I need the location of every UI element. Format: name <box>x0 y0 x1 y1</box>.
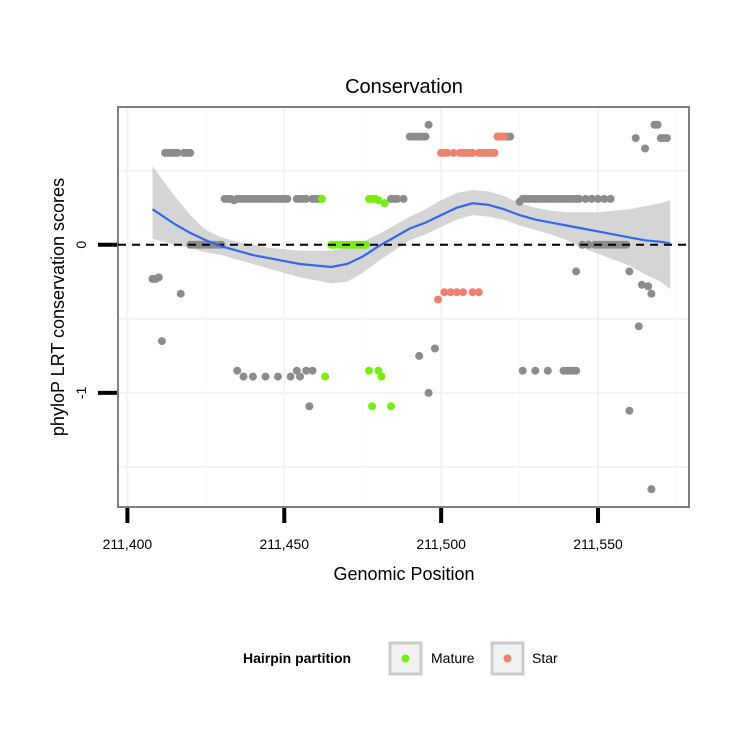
plot-border <box>117 106 690 508</box>
data-point-other <box>292 366 301 375</box>
data-point-other <box>157 337 166 346</box>
data-point-other <box>581 194 590 203</box>
plot-panel <box>117 106 690 508</box>
smooth-line <box>151 202 671 269</box>
data-point-star <box>446 288 455 297</box>
data-point-other <box>663 134 671 143</box>
data-point-mature <box>387 402 395 411</box>
x-tick-label: 211,500 <box>416 536 466 552</box>
data-point-mature <box>365 366 373 375</box>
data-point-other <box>584 240 593 249</box>
x-axis-label: Genomic Position <box>333 564 474 584</box>
data-point-star <box>499 132 508 141</box>
data-point-other <box>543 366 552 375</box>
legend-title: Hairpin partition <box>243 650 351 666</box>
data-point-mature <box>374 366 383 375</box>
points-layer <box>148 120 671 494</box>
data-point-other <box>424 388 433 397</box>
data-point-other <box>647 289 656 298</box>
data-point-other <box>531 366 540 375</box>
data-point-other <box>286 372 295 381</box>
data-point-other <box>600 194 609 203</box>
data-point-other <box>233 366 242 375</box>
data-point-other <box>274 372 282 381</box>
legend-label-star: Star <box>532 650 558 666</box>
data-point-star <box>434 295 442 304</box>
data-point-star <box>474 288 483 297</box>
data-point-other <box>587 194 596 203</box>
x-tick-label: 211,450 <box>259 536 309 552</box>
data-point-star <box>459 288 468 297</box>
data-point-other <box>424 120 433 129</box>
data-point-other <box>421 132 430 141</box>
y-tick-label: -1 <box>73 386 89 399</box>
legend-marker-star <box>503 654 512 663</box>
data-point-other <box>302 194 311 203</box>
data-point-other <box>625 267 634 276</box>
data-point-star <box>468 148 477 157</box>
data-point-star <box>490 148 499 157</box>
data-point-mature <box>380 199 389 208</box>
data-point-other <box>637 280 646 289</box>
data-point-other <box>308 366 317 375</box>
data-point-other <box>305 402 314 411</box>
data-point-other <box>506 132 515 141</box>
y-axis-label: phyloP LRT conservation scores <box>48 178 68 436</box>
data-point-other <box>186 148 195 157</box>
data-point-star <box>443 148 452 157</box>
data-point-star <box>452 288 461 297</box>
chart-title: Conservation <box>345 76 463 98</box>
data-point-mature <box>377 372 386 381</box>
data-point-mature <box>361 240 370 249</box>
data-point-other <box>415 351 424 360</box>
x-tick-label: 211,400 <box>103 536 153 552</box>
data-point-mature <box>321 372 330 381</box>
y-tick-label: 0 <box>73 241 89 249</box>
data-point-other <box>283 194 292 203</box>
data-point-other <box>631 134 640 143</box>
data-point-other <box>239 372 248 381</box>
data-point-other <box>634 322 643 331</box>
data-point-other <box>575 194 584 203</box>
data-point-other <box>154 273 163 282</box>
data-point-other <box>296 372 304 381</box>
data-point-other <box>594 194 602 203</box>
data-point-star <box>449 148 458 157</box>
legend-marker-mature <box>401 654 410 663</box>
data-point-other <box>625 406 634 415</box>
data-point-other <box>261 372 270 381</box>
data-point-other <box>302 366 311 375</box>
data-point-other <box>572 267 581 276</box>
data-point-other <box>430 344 439 353</box>
data-point-star <box>440 288 449 297</box>
axes: 211,400 211,450 211,500 211,550 0 -1 <box>73 241 623 552</box>
data-point-other <box>572 366 581 375</box>
data-point-other <box>518 366 527 375</box>
legend: Hairpin partition Mature Star <box>243 641 558 676</box>
x-tick-label: 211,550 <box>573 536 623 552</box>
data-point-other <box>653 120 662 129</box>
data-point-mature <box>368 402 377 411</box>
data-point-mature <box>317 194 326 203</box>
data-point-other <box>641 144 650 153</box>
data-point-other <box>606 194 615 203</box>
data-point-other <box>644 282 653 291</box>
data-point-other <box>248 372 257 381</box>
data-point-other <box>173 148 182 157</box>
data-point-other <box>399 194 408 203</box>
legend-label-mature: Mature <box>431 650 475 666</box>
data-point-star <box>468 288 477 297</box>
data-point-other <box>647 485 656 494</box>
smooth-line-layer <box>151 202 671 269</box>
data-point-mature <box>374 196 383 205</box>
data-point-other <box>393 194 402 203</box>
data-point-other <box>176 289 185 298</box>
